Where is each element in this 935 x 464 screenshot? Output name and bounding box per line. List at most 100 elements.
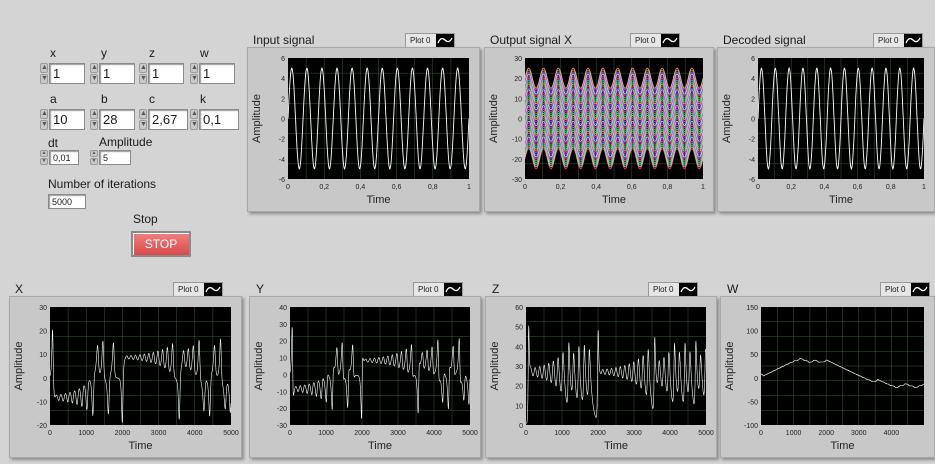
- x-tick-label: 0: [759, 430, 763, 437]
- y-axis-label: Amplitude: [489, 342, 501, 391]
- y-tick-label: 6: [281, 56, 285, 63]
- legend-label: Plot 0: [410, 36, 431, 45]
- k-label: k: [200, 92, 206, 106]
- Y-plot-legend[interactable]: Plot 0: [413, 282, 464, 297]
- series-line: [525, 134, 703, 156]
- x-tick-label: 0: [523, 184, 527, 191]
- a-control[interactable]: ▲ ▼ 10: [40, 109, 85, 130]
- input-plot-legend[interactable]: Plot 0: [405, 33, 456, 48]
- x-axis-label: Time: [604, 440, 628, 452]
- y-axis-label: Amplitude: [721, 94, 733, 143]
- outx-plot-legend[interactable]: Plot 0: [630, 33, 681, 48]
- iterations-input[interactable]: 5000: [48, 194, 86, 209]
- W-plot-legend[interactable]: Plot 0: [880, 282, 931, 297]
- x-tick-label: 0,8: [428, 184, 438, 191]
- k-input[interactable]: 0,1: [199, 109, 239, 130]
- Z-plot-legend[interactable]: Plot 0: [648, 282, 699, 297]
- y-axis-label: Amplitude: [253, 342, 265, 391]
- dt-input[interactable]: 0,01: [49, 150, 79, 165]
- a-input[interactable]: 10: [49, 109, 85, 130]
- dt-spinner[interactable]: ▲ ▼: [40, 150, 48, 165]
- X-plot-legend[interactable]: Plot 0: [173, 282, 224, 297]
- w-spinner[interactable]: ▲ ▼: [190, 63, 198, 84]
- y-input[interactable]: 1: [99, 63, 135, 84]
- series-line: [525, 83, 703, 105]
- stop-label: Stop: [133, 212, 158, 226]
- series-line: [525, 85, 703, 107]
- series-line: [525, 105, 703, 127]
- c-spinner[interactable]: ▲ ▼: [139, 109, 147, 130]
- b-control[interactable]: ▲ ▼ 28: [90, 109, 135, 130]
- a-spinner[interactable]: ▲ ▼: [40, 109, 48, 130]
- x-tick-label: 3000: [390, 430, 406, 437]
- series-line: [761, 358, 924, 389]
- x-tick-label: 3000: [851, 430, 867, 437]
- y-tick-label: 20: [514, 76, 522, 83]
- x-tick-label: 5000: [462, 430, 478, 437]
- series-line: [525, 77, 703, 99]
- amplitude-input[interactable]: 5: [99, 150, 131, 165]
- amplitude-control[interactable]: ▲ ▼ 5: [90, 150, 131, 165]
- k-spinner[interactable]: ▲ ▼: [190, 109, 198, 130]
- w-control[interactable]: ▲ ▼ 1: [190, 63, 235, 84]
- b-input[interactable]: 28: [99, 109, 135, 130]
- k-control[interactable]: ▲ ▼ 0,1: [190, 109, 239, 130]
- y-tick-label: -10: [277, 389, 287, 396]
- x-tick-label: 1000: [318, 430, 334, 437]
- legend-label: Plot 0: [635, 36, 656, 45]
- x-tick-label: 0,8: [886, 184, 896, 191]
- series-line: [525, 108, 703, 131]
- input-chart-panel: 6 4 2 0 -2 -4 -6 0 0,2 0,4 0,6 0,8 1 Amplitude Time: [247, 47, 480, 212]
- plot-line-icon: [661, 34, 680, 47]
- y-control[interactable]: ▲ ▼ 1: [90, 63, 135, 84]
- decoded-plot-legend[interactable]: Plot 0: [873, 33, 924, 48]
- x-tick-label: 4000: [426, 430, 442, 437]
- x-tick-label: 3000: [151, 430, 167, 437]
- b-spinner[interactable]: ▲ ▼: [90, 109, 98, 130]
- X-chart-title: X: [15, 282, 24, 296]
- series-line: [525, 126, 703, 148]
- x-control[interactable]: ▲ ▼ 1: [40, 63, 85, 84]
- y-tick-label: -30: [277, 423, 287, 430]
- y-tick-label: 30: [514, 56, 522, 63]
- series-line: [50, 329, 231, 423]
- x-input[interactable]: 1: [49, 63, 85, 84]
- outx-chart-title: Output signal X: [490, 33, 573, 47]
- series-line: [525, 142, 703, 164]
- z-input[interactable]: 1: [148, 63, 184, 84]
- z-spinner[interactable]: ▲ ▼: [139, 63, 147, 84]
- x-tick-label: 5000: [223, 430, 239, 437]
- c-control[interactable]: ▲ ▼ 2,67: [139, 109, 188, 130]
- w-input[interactable]: 1: [199, 63, 235, 84]
- c-label: c: [149, 92, 155, 106]
- c-input[interactable]: 2,67: [148, 109, 188, 130]
- x-spinner[interactable]: ▲ ▼: [40, 63, 48, 84]
- series-line: [290, 327, 470, 419]
- y-axis-label: Amplitude: [13, 342, 25, 391]
- y-spinner[interactable]: ▲ ▼: [90, 63, 98, 84]
- series-line: [525, 67, 703, 89]
- x-axis-label: Time: [366, 194, 390, 206]
- y-tick-label: -50: [748, 399, 758, 406]
- amplitude-spinner[interactable]: ▲ ▼: [90, 150, 98, 165]
- series-line: [525, 81, 703, 103]
- x-tick-label: 0,4: [591, 184, 601, 191]
- z-control[interactable]: ▲ ▼ 1: [139, 63, 184, 84]
- iterations-control[interactable]: 5000: [48, 194, 86, 209]
- legend-label: Plot 0: [885, 285, 906, 294]
- w-label: w: [200, 46, 209, 60]
- series-line: [525, 101, 703, 123]
- series-line: [525, 71, 703, 93]
- stop-button[interactable]: STOP: [131, 231, 191, 257]
- x-label: x: [50, 46, 56, 60]
- dt-control[interactable]: ▲ ▼ 0,01: [40, 150, 79, 165]
- y-tick-label: 0: [519, 423, 523, 430]
- x-tick-label: 0,6: [392, 184, 402, 191]
